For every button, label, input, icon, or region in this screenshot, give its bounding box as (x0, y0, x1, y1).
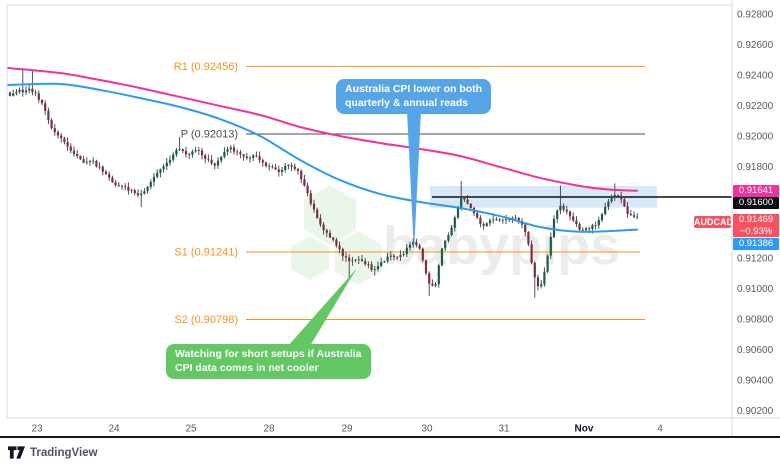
price-tick-label: 0.92800 (737, 10, 774, 21)
ma-blue-value-badge: 0.91386 (733, 238, 779, 250)
time-tick-label: Nov (575, 424, 594, 435)
last-price-value: 0.91469 (738, 214, 774, 225)
tradingview-label: TradingView (30, 446, 98, 459)
tradingview-logo-icon (8, 446, 25, 459)
price-tick-label: 0.92200 (737, 101, 774, 112)
time-tick-label: 24 (108, 424, 120, 435)
price-tick-label: 0.90600 (737, 345, 774, 356)
change-percent: −0.93% (739, 225, 773, 237)
time-axis[interactable]: 23 24 25 28 29 30 31 Nov 4 (31, 424, 663, 435)
last-price-badge: 0.91469 −0.93% (733, 214, 779, 237)
callout-text-line: CPI data comes in net cooler (175, 361, 319, 374)
tradingview-attribution[interactable]: TradingView (8, 446, 98, 459)
price-axis[interactable]: 0.92800 0.92600 0.92400 0.92200 0.92000 0.918… (737, 10, 774, 418)
hexagon-logo-mark (304, 185, 356, 245)
time-tick-label: 31 (498, 424, 510, 435)
ma-blue-line[interactable] (7, 82, 638, 233)
ma-pink-line[interactable] (7, 66, 638, 192)
price-tick-label: 0.91200 (737, 254, 774, 265)
chart-frame (0, 0, 780, 438)
time-tick-label: 28 (263, 424, 275, 435)
time-tick-label: 30 (421, 424, 433, 435)
callout-text-line: Watching for short setups if Australia (175, 348, 362, 360)
annotation-callout-short-setup: Watching for short setups if Australia C… (166, 344, 371, 380)
price-tick-label: 0.91800 (737, 162, 774, 173)
price-tick-label: 0.90200 (737, 406, 774, 417)
price-tick-label: 0.91000 (737, 284, 774, 295)
price-tick-label: 0.92000 (737, 132, 774, 143)
candlestick-series (8, 68, 639, 298)
time-tick-label: 29 (341, 424, 353, 435)
price-tick-label: 0.90800 (737, 315, 774, 326)
callout-tail-green (288, 268, 357, 346)
pivot-levels: R1 (0.92456) P (0.92013) S1 (0.91241) S2 (0… (174, 61, 645, 326)
price-tick-label: 0.92600 (737, 40, 774, 51)
symbol-name-chip: AUDCAD (694, 216, 733, 228)
pivot-label-s2: S2 (0.90798) (174, 314, 238, 326)
hexagon-logo-mark (334, 231, 382, 285)
pivot-label-s1: S1 (0.91241) (174, 246, 238, 258)
callout-text-line: Australia CPI lower on both (345, 83, 483, 95)
time-tick-label: 23 (31, 424, 43, 435)
price-tick-label: 0.92400 (737, 71, 774, 82)
callout-tail-blue (407, 111, 421, 252)
price-tick-label: 0.90400 (737, 376, 774, 387)
time-tick-label: 4 (657, 424, 663, 435)
pivot-label-r1: R1 (0.92456) (174, 61, 238, 73)
pivot-label-p: P (0.92013) (181, 129, 238, 141)
ma-pink-value-badge: 0.91641 (733, 185, 779, 197)
callout-text-line: quarterly & annual reads (345, 96, 469, 109)
resistance-price-badge: 0.91600 (733, 197, 779, 209)
time-tick-label: 25 (185, 424, 197, 435)
hexagon-logo-mark (290, 236, 330, 280)
babypips-watermark: babypips (290, 185, 620, 285)
annotation-callout-cpi: Australia CPI lower on both quarterly & … (336, 79, 492, 115)
